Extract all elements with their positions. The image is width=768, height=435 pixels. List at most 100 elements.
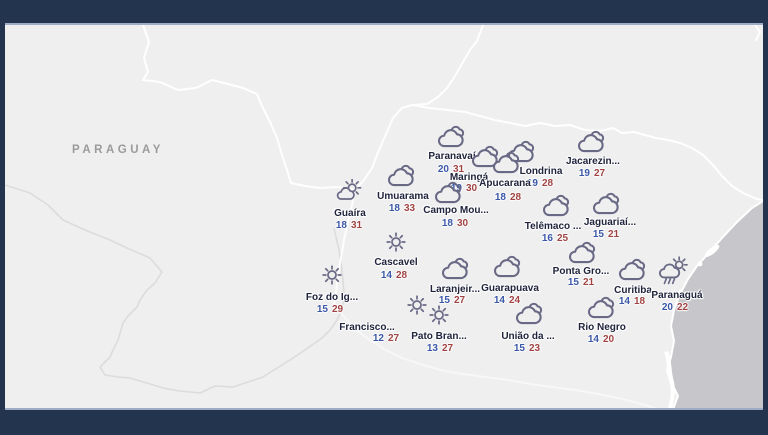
temp-high: 33 [404, 203, 416, 214]
window-bottom-bar [0, 410, 768, 435]
cloudy-icon [591, 191, 621, 215]
city-temps: 13 27 [427, 344, 453, 354]
temp-high: 30 [457, 218, 469, 229]
city-name: Ponta Gro... [552, 266, 610, 277]
cloudy-icon [541, 193, 571, 217]
temp-low: 19 [578, 168, 590, 179]
city-temps: 18 30 [442, 219, 468, 229]
city-name: Campo Mou... [423, 205, 489, 216]
cloudy-icon [567, 240, 597, 264]
temp-low: 16 [541, 233, 553, 244]
cloudy-icon [514, 301, 544, 325]
city-temps: 14 18 [619, 297, 645, 307]
window-left-edge [0, 0, 5, 435]
city-temps: 19 28 [527, 179, 553, 189]
temp-low: 15 [513, 343, 525, 354]
city-name: Maringá [449, 172, 489, 183]
city-temps: 12 27 [373, 334, 399, 344]
cloudy-icon [492, 254, 522, 278]
temp-high: 29 [332, 304, 344, 315]
city-name: Umuarama [377, 191, 429, 202]
cloudy-icon [617, 257, 647, 281]
temp-high: 24 [509, 295, 521, 306]
city-temps: 14 28 [381, 271, 407, 281]
temp-high: 28 [396, 270, 408, 281]
city-temps: 19 30 [451, 184, 477, 194]
temp-low: 18 [441, 218, 453, 229]
temp-high: 21 [583, 277, 595, 288]
sunny-icon [428, 304, 451, 327]
city-temps: 18 28 [495, 193, 521, 203]
city-temps: 15 21 [593, 230, 619, 240]
temp-low: 20 [437, 164, 449, 175]
state-borders [142, 24, 768, 409]
city-name: Paranaguá [651, 290, 703, 301]
temp-high: 21 [608, 229, 620, 240]
cloudy-icon [586, 295, 616, 319]
temp-high: 22 [677, 302, 689, 313]
temp-high: 27 [388, 333, 400, 344]
window-top-bar [0, 0, 768, 23]
city-temps: 14 24 [494, 296, 520, 306]
partly-cloudy-icon [335, 179, 363, 205]
temp-low: 14 [618, 296, 630, 307]
city-temps: 15 27 [439, 296, 465, 306]
temp-low: 20 [661, 302, 673, 313]
city-temps: 20 31 [438, 165, 464, 175]
city-temps: 15 29 [317, 305, 343, 315]
coastal-bays [664, 244, 720, 409]
temp-high: 20 [603, 334, 615, 345]
river-border [4, 184, 345, 394]
temp-low: 18 [494, 192, 506, 203]
city-name: Guarapuava [481, 283, 539, 294]
ocean [667, 198, 768, 435]
city-temps: 14 20 [588, 335, 614, 345]
city-name: Londrina [519, 166, 563, 177]
temp-low: 14 [587, 334, 599, 345]
city-temps: 15 21 [568, 278, 594, 288]
region-label-paraguay: PARAGUAY [72, 144, 164, 156]
city-name: Laranjeir... [429, 284, 481, 295]
temp-high: 27 [594, 168, 606, 179]
city-temps: 18 33 [389, 204, 415, 214]
sunny-icon [321, 264, 344, 287]
city-temps: 16 25 [542, 234, 568, 244]
temp-high: 28 [542, 178, 554, 189]
temp-high: 27 [442, 343, 454, 354]
temp-high: 23 [529, 343, 541, 354]
temp-high: 31 [453, 164, 465, 175]
cloudy-icon [440, 256, 470, 280]
window-right-edge [763, 0, 768, 435]
temp-high: 31 [351, 220, 363, 231]
cloudy-icon [436, 124, 466, 148]
temp-low: 15 [592, 229, 604, 240]
city-name: Telêmaco ... [524, 221, 582, 232]
cloudy-icon [576, 129, 606, 153]
temp-high: 18 [634, 296, 646, 307]
temp-low: 13 [426, 343, 438, 354]
city-temps: 19 27 [579, 169, 605, 179]
temp-low: 14 [493, 295, 505, 306]
temp-low: 15 [438, 295, 450, 306]
cloudy-icon [506, 139, 536, 163]
city-temps: 15 23 [514, 344, 540, 354]
temp-low: 15 [567, 277, 579, 288]
top-divider [0, 23, 768, 25]
city-temps: 20 22 [662, 303, 688, 313]
city-temps: 18 31 [336, 221, 362, 231]
temp-low: 12 [372, 333, 384, 344]
city-name: Guaíra [334, 208, 366, 219]
temp-low: 18 [335, 220, 347, 231]
city-name: Francisco... [339, 322, 395, 333]
bottom-divider [0, 408, 768, 410]
city-name: Pato Bran... [411, 331, 467, 342]
temp-high: 28 [510, 192, 522, 203]
city-name: Apucarana [479, 178, 531, 189]
temp-low: 19 [450, 183, 462, 194]
temp-high: 25 [557, 233, 569, 244]
city-name: Cascavel [374, 257, 418, 268]
